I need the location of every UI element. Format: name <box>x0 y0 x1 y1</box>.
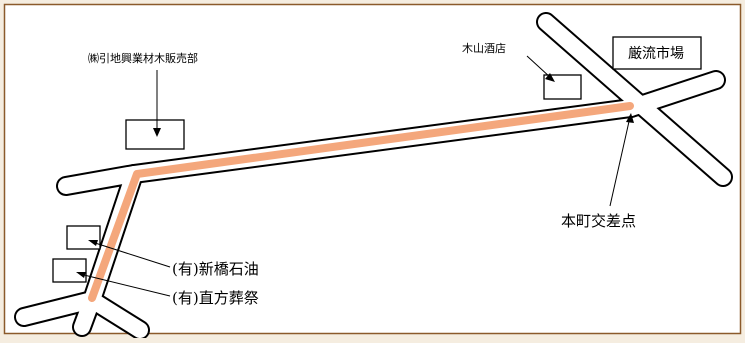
liquor-leader <box>526 55 552 79</box>
liquor-arrow-icon <box>545 73 555 82</box>
stone-arrow-icon <box>88 240 98 246</box>
bottom-right-road <box>84 292 148 338</box>
lumber-label: ㈱引地興業材木販売部 <box>88 51 198 65</box>
funeral-label: (有)直方葬祭 <box>172 289 259 307</box>
funeral-leader <box>79 273 171 297</box>
bottom-left-road <box>16 292 100 325</box>
stone-label: (有)新橋石油 <box>172 260 259 278</box>
leader-lines <box>79 55 631 297</box>
stone-building <box>66 225 101 250</box>
intersection-label: 本町交差点 <box>561 212 636 230</box>
lumber-arrow-icon <box>153 128 161 137</box>
funeral-building <box>52 258 87 283</box>
lumber-building <box>125 119 185 150</box>
intersection-arrow-icon <box>626 113 634 123</box>
highlighted-route <box>88 102 634 302</box>
stone-leader <box>91 241 171 268</box>
liquor-label: 木山酒店 <box>462 41 506 55</box>
building-boxes <box>52 36 702 283</box>
market-building <box>612 36 702 70</box>
intersection-leader <box>609 116 631 207</box>
market-road <box>623 72 724 116</box>
funeral-arrow-icon <box>76 272 86 278</box>
market-label: 厳流市場 <box>628 45 684 62</box>
arrow-heads <box>76 73 634 278</box>
